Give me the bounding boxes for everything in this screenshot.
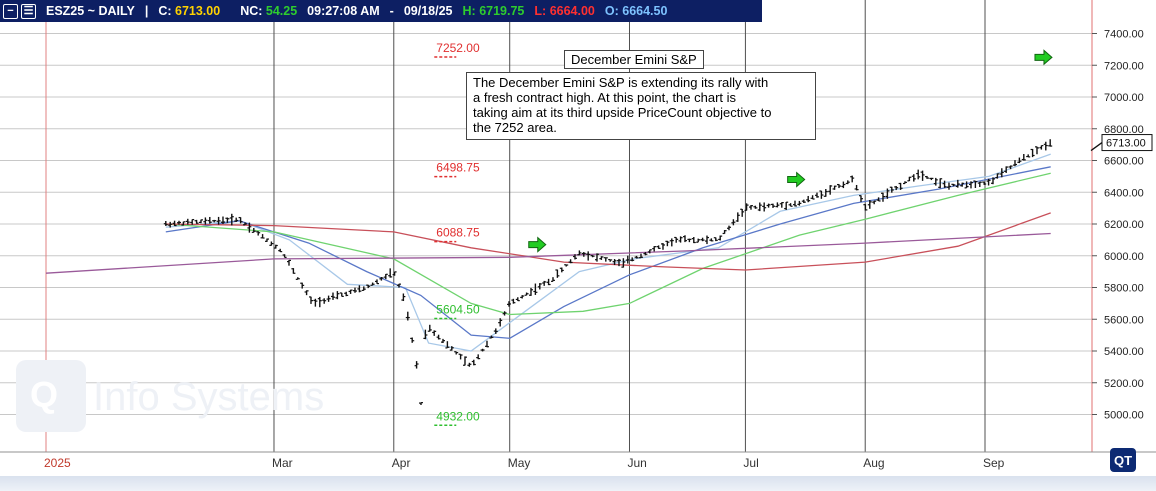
annotation-line: The December Emini S&P is extending its … [473,75,769,90]
symbol-label: ESZ25 ~ DAILY [46,4,135,18]
objective-label: 6088.75 [436,226,480,240]
bottom-strip [0,476,1156,491]
x-tick-label: Jun [627,456,646,470]
objective-label: 6498.75 [436,161,480,175]
watermark-logo: Q Info Systems [16,360,324,432]
y-tick-label: 5200.00 [1104,378,1144,390]
last-price-box [1101,134,1153,152]
y-axis: 5000.00 5200.00 5400.00 5600.00 5800.00 6000.… [1091,0,1144,452]
annotation-title: December Emini S&P [564,50,704,69]
y-tick-label: 7000.00 [1104,92,1144,104]
open-label: O: [604,4,619,18]
x-tick-label: Aug [863,456,884,470]
nc-value: 54.25 [265,4,298,18]
arrow-right-icon [528,236,547,253]
moving-average-line [45,232,1051,274]
last-price-label: 6713.00 [1106,138,1146,150]
y-tick-label: 7400.00 [1104,29,1144,41]
annotation-body: The December Emini S&P is extending its … [466,72,816,140]
separator: | [144,4,149,18]
moving-average-line [165,166,1051,339]
minus-icon[interactable]: − [3,3,18,19]
annotation-line: the 7252 area. [473,120,557,135]
moving-average-line [165,172,1051,316]
y-tick-label: 7200.00 [1104,60,1144,72]
quote-header: − ☰ ESZ25 ~ DAILY | C: 6713.00 NC: 54.25… [0,0,762,22]
last-price-pointer [1090,142,1103,152]
y-tick-label: 6400.00 [1104,187,1144,199]
annotation-line: a fresh contract high. At this point, th… [473,90,737,105]
x-axis: 2025 Mar Apr May Jun Jul Aug Sep [0,451,1156,470]
list-icon[interactable]: ☰ [21,3,36,19]
x-tick-label: Sep [983,456,1005,470]
moving-average-line [165,212,1051,271]
annotation-line: taking aim at its third upside PriceCoun… [473,105,772,120]
high-value: 6719.75 [479,4,525,18]
y-tick-label: 5800.00 [1104,283,1144,295]
y-tick-label: 6800.00 [1104,124,1144,136]
nc-label: NC: [240,4,263,18]
moving-average-line [165,153,1051,352]
price-bars [163,139,1053,405]
dash: - [389,4,394,18]
objective-label: 7252.00 [436,41,480,55]
objective-label: 4932.00 [436,409,480,423]
y-tick-label: 5600.00 [1104,314,1144,326]
arrow-right-icon [1034,49,1053,66]
y-tick-label: 6600.00 [1104,156,1144,168]
x-tick-label: Apr [392,456,411,470]
logo-button[interactable]: QT [1110,448,1136,472]
pricecount-objectives: 7252.00 6498.75 6088.75 5604.50 4932.00 [434,41,480,427]
y-tick-label: 6200.00 [1104,219,1144,231]
low-label: L: [534,4,547,18]
time-value: 09:27:08 AM [307,4,380,18]
y-tick-label: 6000.00 [1104,251,1144,263]
watermark-text: Info Systems [93,375,324,419]
svg-text:Q: Q [30,374,58,415]
close-label: C: [158,4,172,18]
date-value: 09/18/25 [403,4,453,18]
objective-label: 5604.50 [436,303,480,317]
arrow-right-icon [787,171,806,188]
x-tick-label: Jul [743,456,758,470]
y-tick-label: 5000.00 [1104,410,1144,422]
x-tick-label: May [508,456,531,470]
x-tick-label: Mar [272,456,293,470]
last-price-marker: 6713.00 [1090,134,1153,152]
y-tick-label: 5400.00 [1104,346,1144,358]
low-value: 6664.00 [549,4,595,18]
open-value: 6664.50 [622,4,668,18]
signal-arrows [528,49,1053,253]
high-label: H: [462,4,476,18]
close-value: 6713.00 [175,4,221,18]
x-tick-label: 2025 [44,456,71,470]
